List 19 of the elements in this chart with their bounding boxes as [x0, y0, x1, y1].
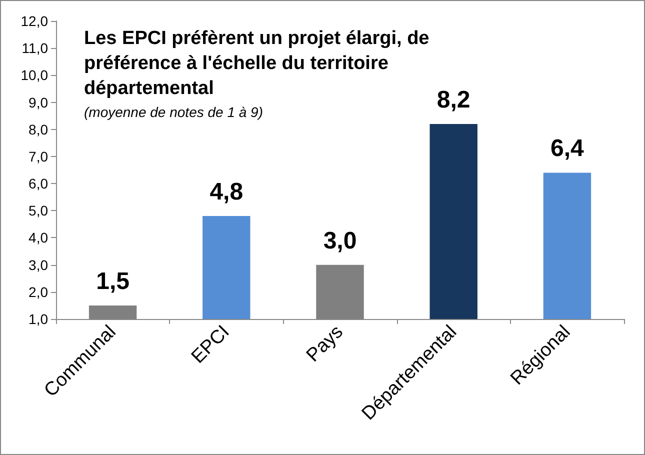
y-tick-label: 10,0: [20, 67, 48, 84]
data-label: 4,8: [210, 178, 244, 206]
y-tick-label: 9,0: [28, 94, 48, 110]
y-tick-label: 5,0: [28, 202, 48, 219]
data-label: 6,4: [550, 135, 585, 162]
data-label: 3,0: [323, 227, 357, 254]
y-tick-label: 1,0: [28, 311, 48, 327]
data-label: 1,5: [96, 268, 130, 295]
y-tick-label: 3,0: [28, 256, 48, 273]
data-label: 8,2: [436, 86, 470, 114]
text: Les EPCI préfèrent un projet élargi, de préférence à l'échelle du territoire départemental: [84, 28, 435, 99]
y-tick-label: 12,0: [20, 13, 48, 29]
y-tick-label: 11,0: [22, 40, 48, 56]
y-tick-label: 6,0: [28, 176, 48, 192]
text: (moyenne de notes de 1 à 9): [84, 104, 264, 120]
y-tick-label: 8,0: [28, 121, 48, 138]
y-tick-label: 4,0: [28, 230, 48, 246]
y-tick-label: 7,0: [28, 148, 48, 164]
y-tick-label: 2,0: [28, 284, 48, 300]
